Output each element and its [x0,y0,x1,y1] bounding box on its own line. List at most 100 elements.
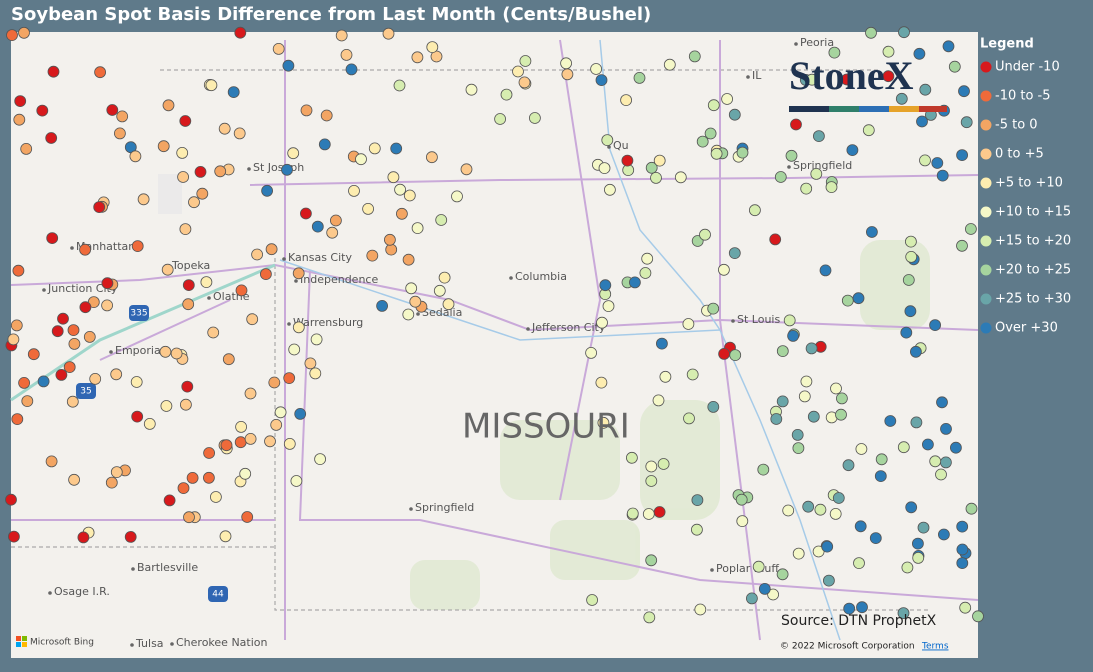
legend-swatch [980,235,992,247]
site-dot [910,345,922,358]
site-dot [900,326,913,339]
site-dot [268,376,281,389]
site-dot [656,337,668,350]
logo: StoneX [789,53,914,98]
site-dot [529,112,541,124]
site-dot [956,543,969,556]
source: Source: DTN ProphetX [781,613,937,629]
site-dot [905,501,918,514]
site-dot [310,333,323,346]
state-label: MISSOURI [462,407,630,447]
terms-link[interactable]: Terms [921,642,949,652]
legend-swatch [980,206,992,218]
place-label: Qu [613,139,629,152]
place-label: Tulsa [135,637,164,650]
site-dot [823,574,835,587]
site-dot [710,147,723,160]
site-dot [935,468,947,481]
site-dot [320,109,333,122]
site-dot [595,74,608,86]
site-dot [869,532,882,544]
site-dot [694,603,707,616]
site-dot [645,161,658,174]
legend-label: +10 to +15 [995,205,1071,220]
site-dot [203,447,216,459]
site-dot [792,442,805,455]
site-dot [116,110,129,123]
site-dot [828,46,841,59]
place-label: Springfield [793,159,852,172]
site-dot [200,276,213,289]
site-dot [728,247,741,260]
site-dot [942,40,955,53]
site-dot [792,547,805,560]
site-dot [68,337,81,350]
site-dot [785,149,798,162]
legend-label: -10 to -5 [995,89,1051,104]
site-dot [179,398,192,411]
highway-number: 35 [80,387,91,397]
site-dot [960,116,973,129]
site-dot [393,79,406,92]
site-dot [129,150,142,163]
site-dot [802,500,815,513]
site-dot [335,29,348,42]
site-dot [940,422,952,435]
place-marker [607,145,611,149]
site-dot [639,267,652,279]
place-marker [70,246,74,250]
site-dot [782,504,795,517]
site-dot [326,226,339,239]
site-dot [746,592,758,605]
site-dot [182,279,195,292]
legend-swatch [980,177,992,189]
site-dot [919,154,931,167]
site-dot [965,502,978,515]
site-dot [261,184,274,197]
site-dot [220,439,233,452]
site-dot [460,163,473,176]
site-dot [875,453,888,466]
site-dot [451,190,463,203]
site-dot [917,521,930,534]
site-dot [500,88,513,101]
site-dot [176,146,189,159]
site-dot [936,396,948,409]
place-marker [794,42,798,46]
place-label: Columbia [515,270,567,283]
site-dot [390,142,403,155]
site-dot [265,243,278,256]
site-dot [929,319,941,332]
site-dot [686,368,699,381]
site-dot [650,171,662,184]
site-dot [904,305,917,318]
site-dot [910,416,923,429]
site-dot [843,602,856,615]
site-dot [46,232,59,245]
site-dot [769,233,782,246]
site-dot [179,115,192,127]
site-dot [560,57,572,70]
site-dot [830,382,842,395]
site-dot [663,58,676,71]
site-dot [800,375,813,388]
site-dot [721,93,733,105]
site-dot [707,99,720,112]
site-dot [645,554,658,567]
place-label: St Joseph [253,161,304,174]
site-dot [183,511,195,524]
site-dot [246,313,259,326]
site-dot [283,372,296,385]
place-marker [294,279,298,283]
site-dot [300,104,313,117]
legend-swatch [980,264,992,276]
site-dot [170,347,183,360]
site-dot [159,345,172,358]
site-dot [836,392,848,405]
site-dot [936,169,949,182]
site-dot [842,459,855,472]
site-dot [442,298,455,311]
site-dot [409,295,422,308]
